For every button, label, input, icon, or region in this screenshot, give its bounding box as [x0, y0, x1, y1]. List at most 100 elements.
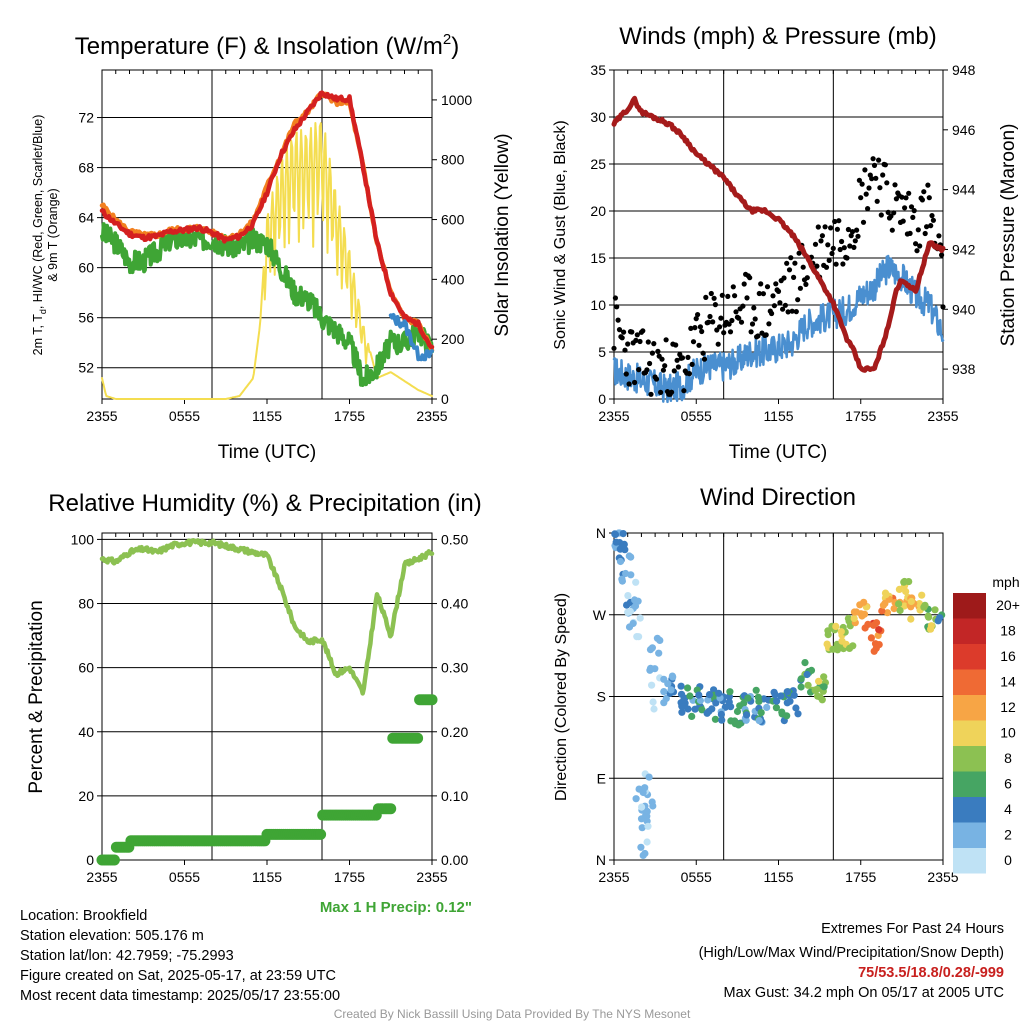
rh-xtick-label: 2355 — [86, 869, 117, 885]
wind-xtick-label: 2355 — [598, 408, 629, 424]
gust-point — [789, 308, 795, 314]
gust-point — [752, 316, 758, 322]
gust-point — [738, 319, 745, 325]
temp-y2tick-label: 1000 — [441, 92, 472, 108]
direction-point — [691, 705, 699, 713]
gust-point — [673, 342, 679, 348]
colorbar-swatch — [953, 618, 986, 644]
direction-point — [678, 708, 686, 716]
rh-panel: 2355 0555 1155 1755 23550204060801000.000.10… — [71, 531, 469, 885]
gust-point — [717, 324, 723, 330]
temp-y2label: Solar Insolation (Yellow) — [492, 133, 513, 336]
direction-point — [820, 683, 828, 691]
wind-ytick-label: 10 — [590, 297, 606, 313]
direction-point — [631, 602, 640, 610]
wind-y2tick-label: 946 — [952, 122, 976, 138]
wind-ytick-label: 30 — [590, 109, 606, 125]
gust-point — [899, 194, 905, 200]
gust-point — [793, 309, 799, 315]
gust-point — [859, 181, 865, 187]
temp-xlabel: Time (UTC) — [218, 442, 317, 463]
gust-point — [797, 285, 804, 291]
gust-point — [814, 263, 820, 269]
precip-point — [385, 803, 397, 815]
direction-point — [636, 614, 644, 622]
direction-point — [705, 691, 714, 699]
direction-point — [632, 578, 640, 586]
colorbar-swatch — [953, 822, 986, 848]
gust-point — [902, 205, 908, 211]
gust-point — [889, 227, 895, 233]
temp-xtick-label: 2355 — [86, 408, 117, 424]
direction-point — [648, 681, 656, 689]
rh-ytick-label: 80 — [78, 596, 94, 612]
created-text: Figure created on Sat, 2025-05-17, at 23… — [20, 968, 336, 984]
gust-point — [839, 238, 845, 245]
dir-ytick-label: N — [596, 852, 606, 868]
wind-panel: 2355 0555 1155 1755 235505101520253035938940… — [590, 62, 975, 424]
direction-point — [792, 704, 800, 712]
gust-point — [826, 257, 832, 263]
gust-point — [878, 212, 884, 218]
direction-point — [790, 691, 798, 699]
gust-point — [924, 224, 930, 230]
gust-point — [612, 295, 619, 301]
gust-point — [792, 260, 798, 266]
wind-ytick-label: 35 — [590, 62, 606, 78]
gust-point — [700, 350, 706, 356]
gust-point — [692, 325, 698, 331]
dir-xtick-label: 1755 — [845, 869, 876, 885]
gust-point — [658, 389, 664, 395]
direction-point — [778, 708, 786, 716]
direction-point — [797, 675, 805, 683]
gust-point — [671, 368, 677, 374]
gust-point — [758, 281, 764, 287]
colorbar-swatch — [953, 695, 986, 721]
extremes-title: Extremes For Past 24 Hours — [821, 921, 1004, 937]
rh-y2tick-label: 0.30 — [441, 660, 468, 676]
gust-point — [892, 182, 898, 188]
extremes-subtitle: (High/Low/Max Wind/Precipitation/Snow De… — [698, 945, 1004, 961]
station-pressure-line — [611, 95, 946, 373]
windchill-line — [388, 313, 434, 362]
gust-point — [707, 313, 713, 320]
extremes-values: 75/53.5/18.8/0.28/-999 — [858, 965, 1004, 981]
gust-point — [907, 230, 913, 236]
gust-point — [848, 233, 854, 239]
gust-point — [693, 316, 699, 322]
gust-point — [729, 317, 735, 324]
direction-point — [698, 706, 706, 714]
speed-colorbar: 20+ 18 16 14 12 10 8 6 4 2 0 — [953, 593, 1020, 874]
gust-point — [727, 329, 734, 335]
rh-ytick-label: 100 — [71, 531, 95, 547]
gust-point — [865, 206, 871, 212]
rh-y2tick-label: 0.20 — [441, 724, 468, 740]
gust-point — [760, 291, 767, 297]
direction-point — [755, 717, 763, 725]
rh-xtick-label: 1155 — [252, 869, 282, 885]
credit-text: Created By Nick Bassill Using Data Provi… — [333, 1007, 691, 1021]
direction-point — [643, 838, 651, 846]
gust-point — [655, 348, 661, 354]
direction-point — [680, 696, 688, 704]
gust-point — [690, 339, 697, 345]
colorbar-swatch — [953, 644, 986, 670]
gust-point — [730, 284, 736, 290]
direction-point — [715, 689, 723, 697]
direction-point — [717, 710, 726, 719]
colorbar-swatch — [953, 593, 986, 619]
dir-ylabel: Direction (Colored By Speed) — [553, 593, 570, 801]
direction-point — [869, 621, 878, 629]
gust-point — [822, 224, 828, 230]
direction-point — [611, 530, 620, 539]
gust-point — [721, 330, 727, 336]
direction-point — [660, 699, 668, 707]
direction-point — [783, 699, 791, 707]
direction-point — [902, 587, 910, 596]
wind-y2tick-label: 938 — [952, 361, 976, 377]
dir-ytick-label: S — [597, 689, 606, 705]
direction-point — [824, 627, 832, 635]
direction-point — [757, 709, 765, 717]
direction-point — [864, 620, 872, 629]
